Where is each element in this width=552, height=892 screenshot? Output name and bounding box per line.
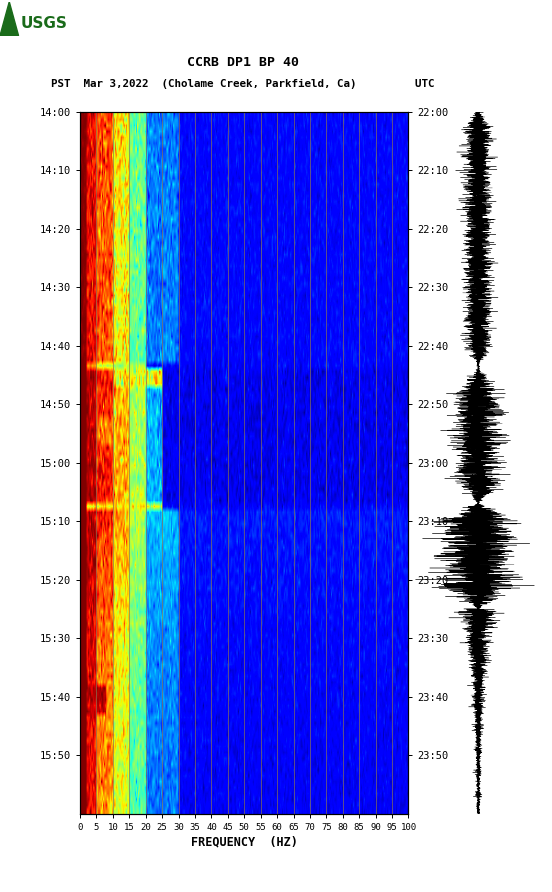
Text: CCRB DP1 BP 40: CCRB DP1 BP 40 [187,56,299,69]
Text: USGS: USGS [21,16,68,31]
Text: PST  Mar 3,2022  (Cholame Creek, Parkfield, Ca)         UTC: PST Mar 3,2022 (Cholame Creek, Parkfield… [51,78,434,89]
Polygon shape [0,2,19,36]
X-axis label: FREQUENCY  (HZ): FREQUENCY (HZ) [191,836,298,848]
